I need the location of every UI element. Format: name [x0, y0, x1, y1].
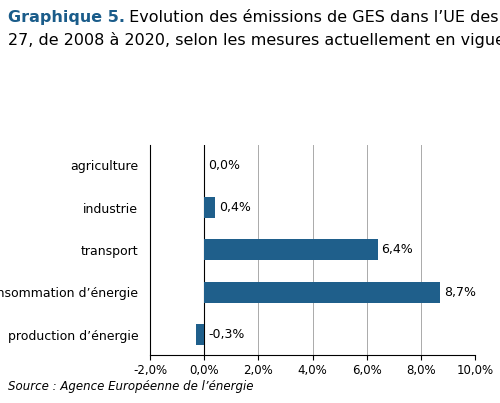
Text: Source : Agence Européenne de l’énergie: Source : Agence Européenne de l’énergie [8, 380, 253, 393]
Bar [204, 197, 215, 218]
Bar [196, 324, 204, 345]
Bar [204, 239, 378, 260]
Text: Evolution des émissions de GES dans l’UE des: Evolution des émissions de GES dans l’UE… [124, 10, 499, 25]
Text: 0,0%: 0,0% [208, 159, 240, 172]
Text: Graphique 5.: Graphique 5. [8, 10, 124, 25]
Bar [204, 282, 440, 303]
Text: -0,3%: -0,3% [208, 328, 244, 341]
Text: 8,7%: 8,7% [444, 286, 476, 299]
Text: 6,4%: 6,4% [382, 243, 414, 256]
Text: 0,4%: 0,4% [219, 201, 251, 214]
Text: 27, de 2008 à 2020, selon les mesures actuellement en vigueur: 27, de 2008 à 2020, selon les mesures ac… [8, 32, 500, 48]
